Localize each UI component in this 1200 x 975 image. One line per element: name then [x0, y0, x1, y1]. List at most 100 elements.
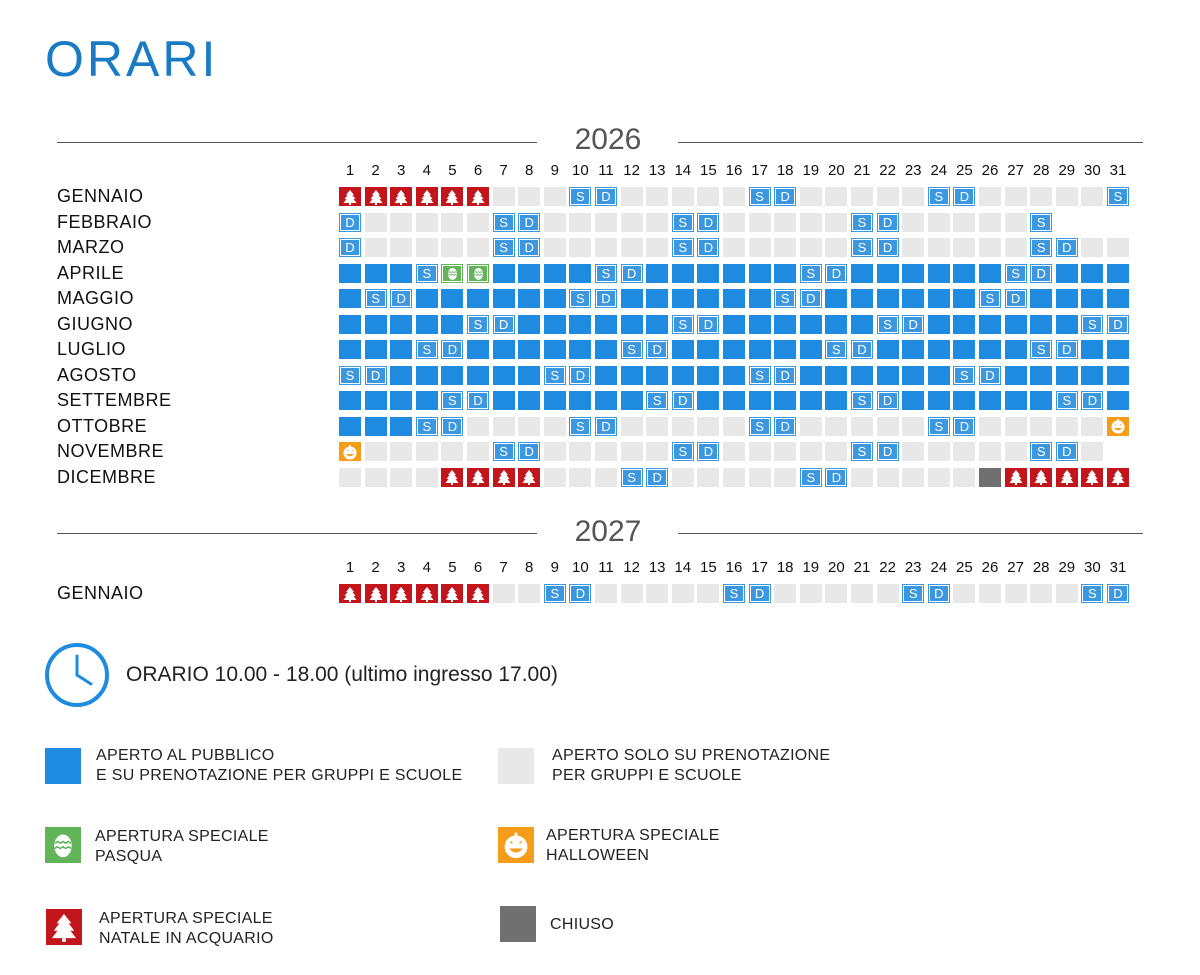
- christmas-tree-icon: [518, 467, 541, 487]
- day-cell-booking-only: [620, 442, 643, 461]
- day-number: 9: [550, 559, 559, 576]
- day-cell-booking-only: [671, 416, 694, 436]
- day-cell-open: [1004, 391, 1027, 410]
- day-cell-open: [927, 340, 950, 359]
- day-cell-booking-only: [825, 584, 848, 603]
- day-cell-booking-only: [851, 584, 873, 603]
- day-cell-booking-only: [390, 238, 413, 257]
- day-cell-open: [339, 263, 361, 283]
- day-cell-open: [1055, 289, 1078, 308]
- legend-line-1: APERTURA SPECIALE: [95, 828, 269, 845]
- day-cell-booking-only: [927, 238, 950, 257]
- day-cell-booking-only: [953, 238, 976, 257]
- day-cell-open: [492, 391, 515, 410]
- day-cell-open: [646, 263, 669, 283]
- day-cell-booking-only: [902, 212, 925, 232]
- christmas-tree-icon: [339, 584, 361, 603]
- day-cell-weekend: S: [979, 289, 1001, 308]
- day-number: 15: [700, 162, 717, 179]
- day-cell-weekend: S: [1055, 391, 1078, 410]
- day-cell-open: [543, 340, 566, 359]
- day-cell-booking-only: [1004, 187, 1027, 206]
- day-cell-weekend: D: [441, 340, 464, 359]
- day-cell-open: [799, 365, 822, 385]
- day-cell-weekend: S: [1107, 187, 1129, 206]
- day-number: 4: [422, 162, 431, 179]
- day-cell-open: [825, 391, 848, 410]
- day-cell-weekend: D: [697, 212, 720, 232]
- day-cell-booking-only: [723, 187, 745, 206]
- day-cell-weekend: S: [927, 187, 950, 206]
- month-label: LUGLIO: [57, 339, 127, 359]
- day-cell-weekend: S: [902, 584, 925, 603]
- day-cell-booking-only: [415, 442, 438, 461]
- day-cell-booking-only: [620, 584, 643, 603]
- day-cell-weekend: D: [1055, 238, 1078, 257]
- day-cell-open: [825, 365, 848, 385]
- day-cell-open: [467, 289, 489, 308]
- day-cell-booking-only: [671, 467, 694, 487]
- easter-egg-icon: [441, 263, 464, 283]
- day-cell-booking-only: [595, 584, 617, 603]
- day-cell-booking-only: [518, 187, 541, 206]
- day-cell-booking-only: [697, 584, 720, 603]
- day-cell-booking-only: [748, 212, 771, 232]
- day-number: 26: [981, 162, 999, 179]
- day-cell-booking-only: [799, 187, 822, 206]
- day-cell-weekend: D: [825, 263, 848, 283]
- day-number: 30: [1084, 162, 1101, 179]
- legend-line-2: HALLOWEEN: [546, 847, 650, 864]
- day-number: 6: [473, 162, 483, 179]
- day-cell-booking-only: [1030, 584, 1053, 603]
- day-cell-booking-only: [595, 238, 617, 257]
- day-cell-booking-only: [774, 467, 797, 487]
- day-number: 18: [776, 162, 794, 179]
- day-cell-open: [364, 416, 387, 436]
- legend-line-1: APERTO AL PUBBLICO: [96, 747, 275, 764]
- day-cell-booking-only: [748, 467, 771, 487]
- day-cell-booking-only: [390, 442, 413, 461]
- day-cell-booking-only: [620, 212, 643, 232]
- day-cell-booking-only: [979, 187, 1001, 206]
- day-cell-open: [902, 289, 925, 308]
- day-cell-booking-only: [415, 212, 438, 232]
- day-cell-booking-only: [595, 442, 617, 461]
- day-cell-booking-only: [825, 212, 848, 232]
- day-cell-open: [851, 263, 873, 283]
- day-cell-booking-only: [595, 467, 617, 487]
- day-cell-weekend: S: [748, 187, 771, 206]
- day-cell-booking-only: [774, 238, 797, 257]
- day-cell-booking-only: [595, 212, 617, 232]
- day-cell-booking-only: [390, 467, 413, 487]
- day-cell-booking-only: [697, 416, 720, 436]
- day-number: 17: [751, 559, 768, 576]
- christmas-tree-icon: [1081, 467, 1104, 487]
- day-number: 3: [397, 162, 406, 179]
- day-number: 16: [725, 162, 743, 179]
- day-cell-booking-only: [364, 467, 387, 487]
- day-cell-open: [825, 314, 848, 334]
- day-cell-open: [492, 340, 515, 359]
- day-cell-open: [774, 263, 797, 283]
- day-cell-booking-only: [467, 442, 489, 461]
- day-cell-booking-only: [1004, 442, 1027, 461]
- day-cell-open: [390, 391, 413, 410]
- day-cell-open: [979, 340, 1001, 359]
- day-cell-booking-only: [1055, 187, 1078, 206]
- day-cell-open: [953, 391, 976, 410]
- day-cell-booking-only: [748, 442, 771, 461]
- day-cell-open: [569, 263, 592, 283]
- day-cell-open: [492, 289, 515, 308]
- day-number: 1: [345, 559, 355, 576]
- day-cell-weekend: S: [543, 584, 566, 603]
- month-label: GENNAIO: [57, 186, 144, 206]
- legend-line-1: APERTURA SPECIALE: [546, 827, 720, 844]
- day-cell-booking-only: [543, 442, 566, 461]
- day-cell-weekend: D: [876, 212, 899, 232]
- day-cell-weekend: D: [646, 467, 669, 487]
- day-cell-open: [979, 391, 1001, 410]
- day-cell-weekend: D: [646, 340, 669, 359]
- day-cell-weekend: S: [1030, 340, 1053, 359]
- day-cell-open: [876, 365, 899, 385]
- day-cell-booking-only: [569, 442, 592, 461]
